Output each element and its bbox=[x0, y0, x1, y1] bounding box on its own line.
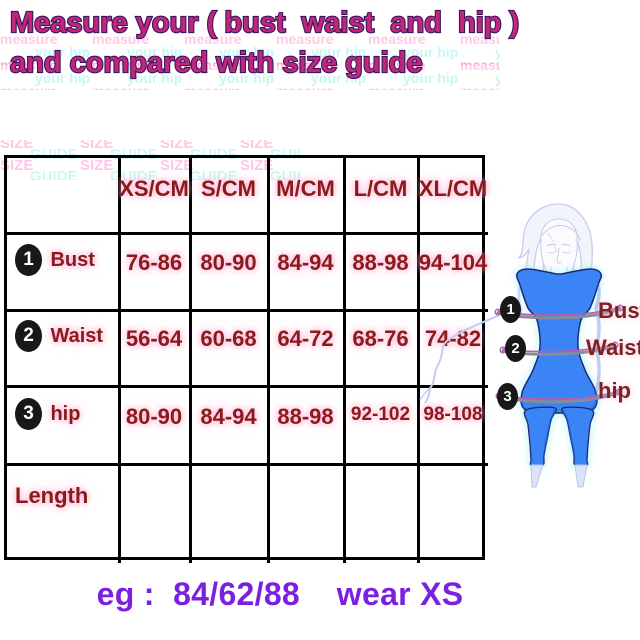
svg-text:Measure your ( bust waist an: Measure your ( bust waist and hip ) bbox=[10, 7, 519, 39]
svg-text:and compared with size guide: and compared with size guide bbox=[10, 47, 423, 79]
